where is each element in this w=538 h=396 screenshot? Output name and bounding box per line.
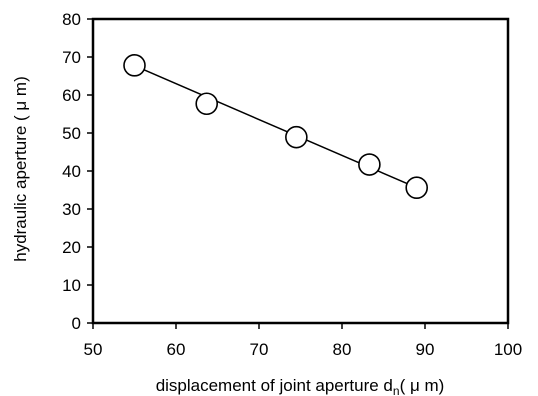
data-point — [195, 92, 219, 116]
y-tick-label: 20 — [62, 238, 81, 257]
y-axis-ticks: 0 10 20 30 40 50 60 70 80 — [62, 10, 93, 333]
x-tick-label: 100 — [494, 340, 522, 359]
plot-frame — [91, 17, 510, 325]
y-tick-label: 60 — [62, 86, 81, 105]
y-tick-label: 10 — [62, 276, 81, 295]
y-tick-label: 80 — [62, 10, 81, 29]
x-axis-title-unit: ( μ m) — [400, 376, 445, 395]
x-tick-label: 90 — [416, 340, 435, 359]
x-tick-label: 50 — [84, 340, 103, 359]
x-tick-label: 60 — [167, 340, 186, 359]
y-tick-label: 70 — [62, 48, 81, 67]
y-tick-label: 50 — [62, 124, 81, 143]
x-axis-title: displacement of joint aperture dn( μ m) — [156, 376, 445, 396]
x-axis-title-subscript: n — [393, 384, 400, 396]
data-point — [358, 153, 381, 176]
x-axis-title-main: displacement of joint aperture d — [156, 376, 393, 395]
data-point — [285, 125, 308, 149]
axes — [91, 17, 510, 325]
data-point — [405, 176, 429, 200]
data-point — [123, 54, 146, 77]
x-tick-label: 80 — [333, 340, 352, 359]
y-tick-label: 0 — [72, 314, 81, 333]
y-axis-title: hydraulic aperture ( μ m) — [11, 76, 30, 262]
y-tick-label: 30 — [62, 200, 81, 219]
x-tick-label: 70 — [250, 340, 269, 359]
data-points — [123, 54, 429, 200]
x-axis-ticks: 50 60 70 80 90 100 — [84, 323, 522, 359]
y-tick-label: 40 — [62, 162, 81, 181]
